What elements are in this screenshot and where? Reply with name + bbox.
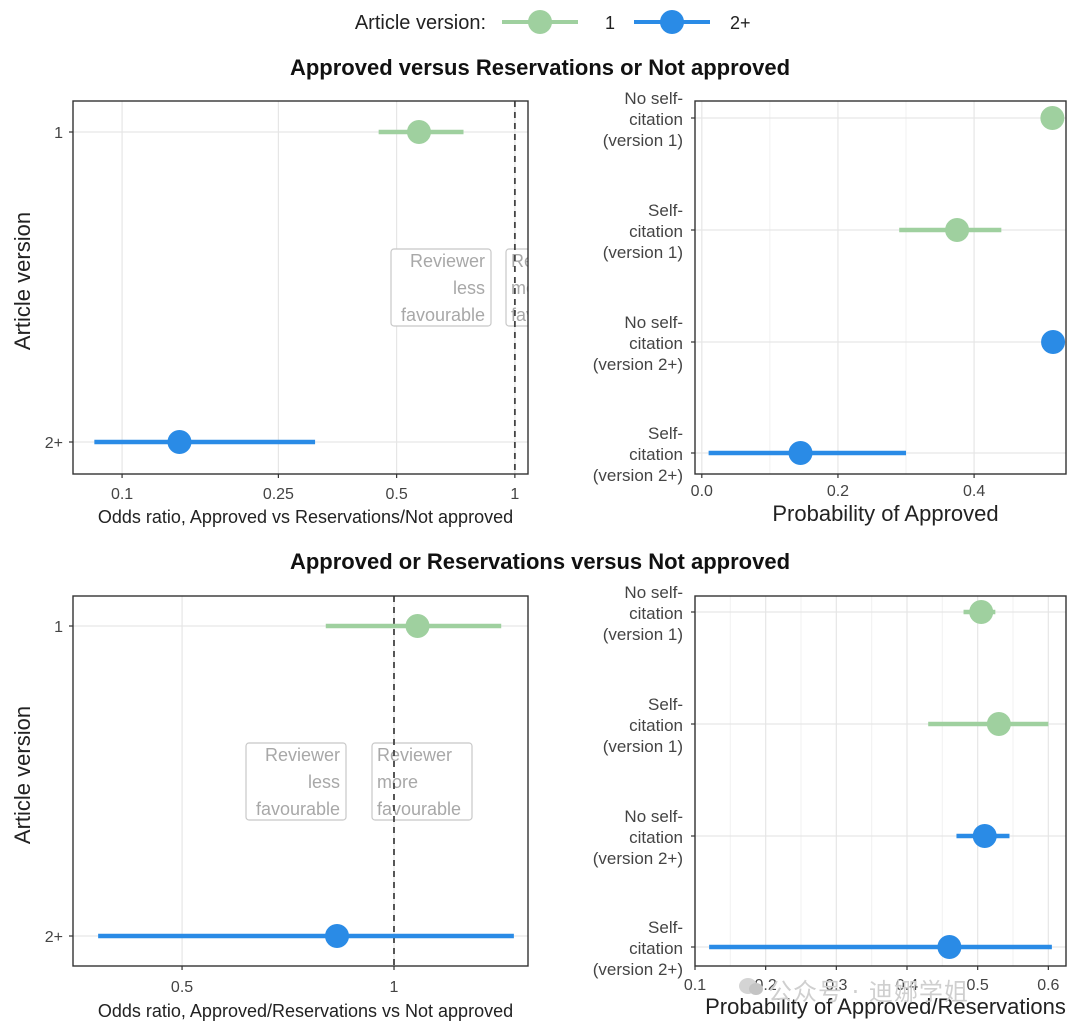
panel1-prob-point-4: [788, 441, 813, 465]
panel2-odds-point-2+: [325, 924, 350, 948]
panel2-odds-point-1: [405, 614, 430, 638]
panel2-note-box: [245, 742, 347, 821]
panel2-prob-ytick-label: Self-: [648, 918, 683, 937]
panel2-note-left: Reviewer less favourable: [245, 742, 347, 821]
panel1-odds-ylabel: Article version: [10, 212, 35, 350]
legend-title: Article version:: [355, 12, 486, 34]
wechat-icon: [739, 978, 763, 995]
panel2-prob-ytick-label: No self-: [624, 583, 683, 602]
panel1-note-line: more: [511, 278, 552, 298]
panel2-prob-tick-label: 0.4: [896, 977, 918, 994]
panel2-prob-ytick-label: (version 1): [603, 737, 683, 756]
panel2-prob-ytick-label: (version 2+): [593, 960, 683, 979]
panel1-prob-point-3: [1041, 330, 1066, 354]
panel2-prob-xlabel: Probability of Approved/Reservations: [705, 994, 1066, 1019]
panel1-prob-tick-label: 0.2: [827, 483, 849, 500]
panel2-prob-tick-label: 0.1: [684, 977, 706, 994]
panel2-prob-tick-label: 0.5: [967, 977, 989, 994]
panel2-note-line: Reviewer: [265, 745, 340, 765]
panel1-note-line: favourable: [401, 305, 485, 325]
panel1-odds-tick-label: 0.25: [263, 486, 294, 503]
panel1-odds-point-2+: [167, 430, 192, 454]
panel1-prob-point-2: [945, 218, 970, 242]
legend-label-2: 2+: [730, 13, 751, 33]
panel1-note-line: favourable: [511, 305, 595, 325]
panel2-odds-ytick-label: 1: [54, 619, 63, 636]
panel2-prob-tick-label: 0.3: [825, 977, 847, 994]
panel1-title: Approved versus Reservations or Not appr…: [290, 55, 790, 80]
panel2-note-box: [371, 742, 473, 821]
panel1-odds-tick-label: 0.5: [386, 486, 408, 503]
panel2-odds-ytick-label: 2+: [45, 929, 63, 946]
panel2-title: Approved or Reservations versus Not appr…: [290, 549, 790, 574]
watermark-text: 公众号 · 迪娜学姐: [768, 978, 969, 1006]
panel1-note-right: Reviewer more favourable: [505, 248, 595, 327]
panel1-odds-frame: [72, 100, 529, 475]
panel2-prob-ytick-label: citation: [629, 939, 683, 958]
panel2-odds-frame: [72, 595, 529, 967]
panel2-prob-ytick-label: citation: [629, 604, 683, 623]
panel2-prob-ytick-label: (version 2+): [593, 849, 683, 868]
panel1-note-box: [505, 248, 528, 327]
panel2-prob-tick-label: 0.6: [1037, 977, 1059, 994]
panel1-prob-ytick-label: citation: [629, 110, 683, 129]
panel1-prob-ytick-label: Self-: [648, 424, 683, 443]
panel1-prob-point-1: [1040, 106, 1065, 130]
panel2-note-line: favourable: [377, 799, 461, 819]
panel1-note-box: [390, 248, 492, 327]
panel2-prob-point-2: [986, 712, 1011, 736]
panel1-odds-tick-label: 1: [510, 486, 519, 503]
panel2-prob-ytick-label: citation: [629, 716, 683, 735]
panel1-prob-ytick-label: (version 2+): [593, 466, 683, 485]
panel1-prob-ytick-label: citation: [629, 222, 683, 241]
panel1-note-left: Reviewer less favourable: [390, 248, 492, 327]
panel2-odds-tick-label: 0.5: [171, 979, 193, 996]
panel2-prob-ytick-label: Self-: [648, 695, 683, 714]
panel1-odds-xlabel: Odds ratio, Approved vs Reservations/Not…: [98, 507, 513, 527]
panel1-note-line: Reviewer: [410, 251, 485, 271]
panel1-note-line: Reviewer: [511, 251, 586, 271]
panel2-note-line: more: [377, 772, 418, 792]
panel1-prob-ytick-label: (version 1): [603, 243, 683, 262]
legend-label-1: 1: [605, 13, 615, 33]
panel1-prob-xlabel: Probability of Approved: [772, 501, 998, 526]
panel2-prob-frame: [694, 595, 1067, 967]
panel1-prob-tick-label: 0.4: [963, 483, 985, 500]
panel1-prob-ytick-label: Self-: [648, 201, 683, 220]
panel2-prob-point-4: [937, 935, 962, 959]
panel2-odds-tick-label: 1: [390, 979, 399, 996]
panel1-prob-ytick-label: (version 2+): [593, 355, 683, 374]
panel1-odds-ytick-label: 1: [54, 125, 63, 142]
panel1-odds-tick-label: 0.1: [111, 486, 133, 503]
panel2-prob-ytick-label: No self-: [624, 807, 683, 826]
panel1-prob-ytick-label: citation: [629, 445, 683, 464]
panel2-prob-ytick-label: (version 1): [603, 625, 683, 644]
legend-marker-1: [528, 10, 552, 34]
legend-marker-2: [660, 10, 684, 34]
panel2-note-line: favourable: [256, 799, 340, 819]
panel2-odds-xlabel: Odds ratio, Approved/Reservations vs Not…: [98, 1001, 513, 1021]
panel2-note-line: Reviewer: [377, 745, 452, 765]
panel2-prob-point-1: [969, 600, 994, 624]
panel1-odds-point-1: [406, 120, 431, 144]
panel2-note-line: less: [308, 772, 340, 792]
panel1-prob-ytick-label: No self-: [624, 313, 683, 332]
panel1-prob-frame: [694, 100, 1067, 475]
panel1-note-line: less: [453, 278, 485, 298]
panel1-prob-ytick-label: citation: [629, 334, 683, 353]
panel2-odds-ylabel: Article version: [10, 706, 35, 844]
panel2-prob-ytick-label: citation: [629, 828, 683, 847]
panel1-prob-ytick-label: (version 1): [603, 131, 683, 150]
panel1-odds-ytick-label: 2+: [45, 435, 63, 452]
panel2-note-right: Reviewer more favourable: [371, 742, 473, 821]
panel1-prob-tick-label: 0.0: [691, 483, 713, 500]
panel2-prob-point-3: [972, 824, 997, 848]
panel1-prob-ytick-label: No self-: [624, 89, 683, 108]
